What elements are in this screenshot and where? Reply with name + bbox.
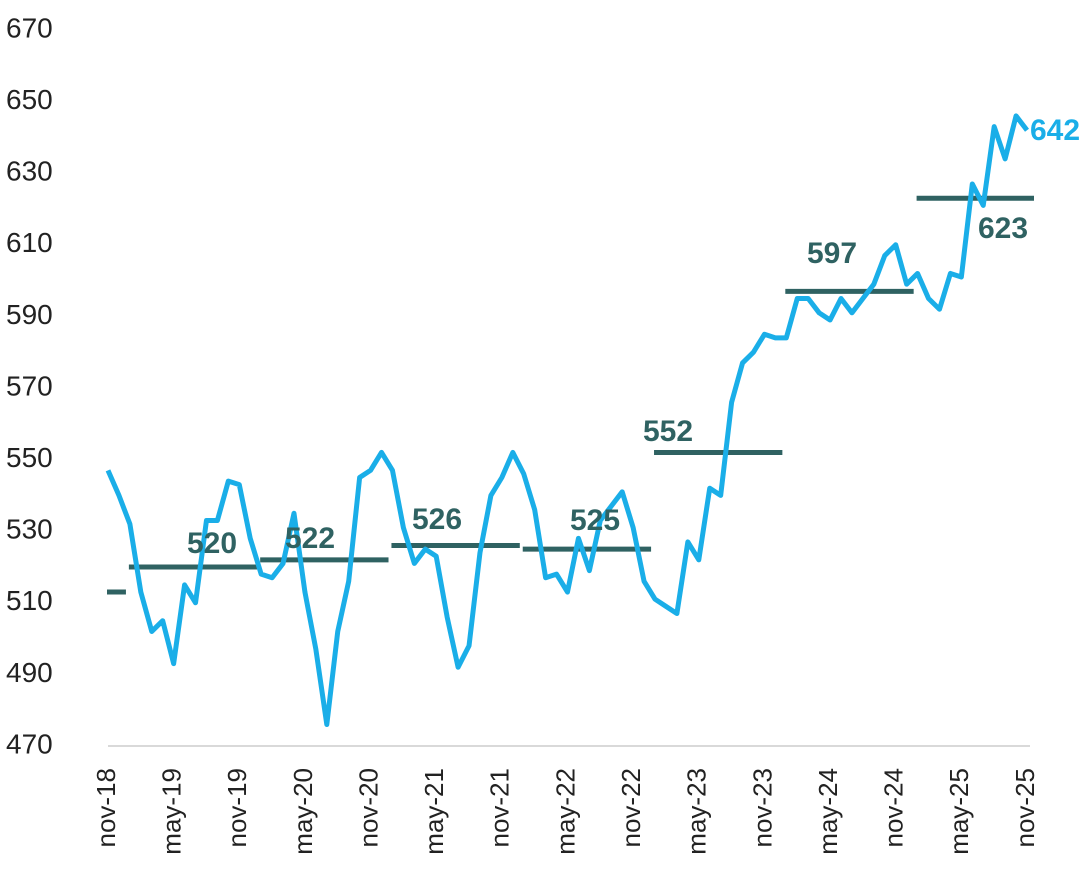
x-tick-label: may-22 <box>550 768 580 855</box>
x-tick-label: nov-18 <box>91 768 121 848</box>
x-tick-label: may-23 <box>682 768 712 855</box>
average-label: 525 <box>570 504 620 537</box>
average-label: 520 <box>187 527 237 560</box>
x-tick-label: nov-22 <box>616 768 646 848</box>
x-tick-label: nov-19 <box>222 768 252 848</box>
x-tick-label: may-25 <box>944 768 974 855</box>
average-label: 526 <box>412 503 462 536</box>
x-tick-label: nov-20 <box>353 768 383 848</box>
y-tick-label: 490 <box>6 657 53 688</box>
end-label: 642 <box>1030 114 1080 147</box>
y-tick-label: 670 <box>6 12 53 43</box>
x-tick-label: nov-25 <box>1010 768 1040 848</box>
x-tick-label: may-21 <box>419 768 449 855</box>
x-tick-label: may-19 <box>157 768 187 855</box>
y-tick-label: 550 <box>6 442 53 473</box>
y-tick-label: 470 <box>6 728 53 759</box>
y-tick-label: 590 <box>6 299 53 330</box>
average-label: 597 <box>807 237 857 270</box>
y-tick-label: 510 <box>6 585 53 616</box>
y-tick-label: 610 <box>6 227 53 258</box>
y-tick-label: 530 <box>6 514 53 545</box>
y-tick-label: 570 <box>6 370 53 401</box>
average-label: 522 <box>285 522 335 555</box>
x-tick-label: nov-21 <box>485 768 515 848</box>
y-tick-label: 630 <box>6 156 53 187</box>
y-tick-label: 650 <box>6 84 53 115</box>
x-tick-label: may-24 <box>813 768 843 855</box>
average-label: 623 <box>978 212 1028 245</box>
x-tick-label: nov-23 <box>747 768 777 848</box>
data-line <box>105 113 1029 728</box>
average-label: 552 <box>643 415 693 448</box>
x-tick-label: may-20 <box>288 768 318 855</box>
x-tick-label: nov-24 <box>879 768 909 848</box>
